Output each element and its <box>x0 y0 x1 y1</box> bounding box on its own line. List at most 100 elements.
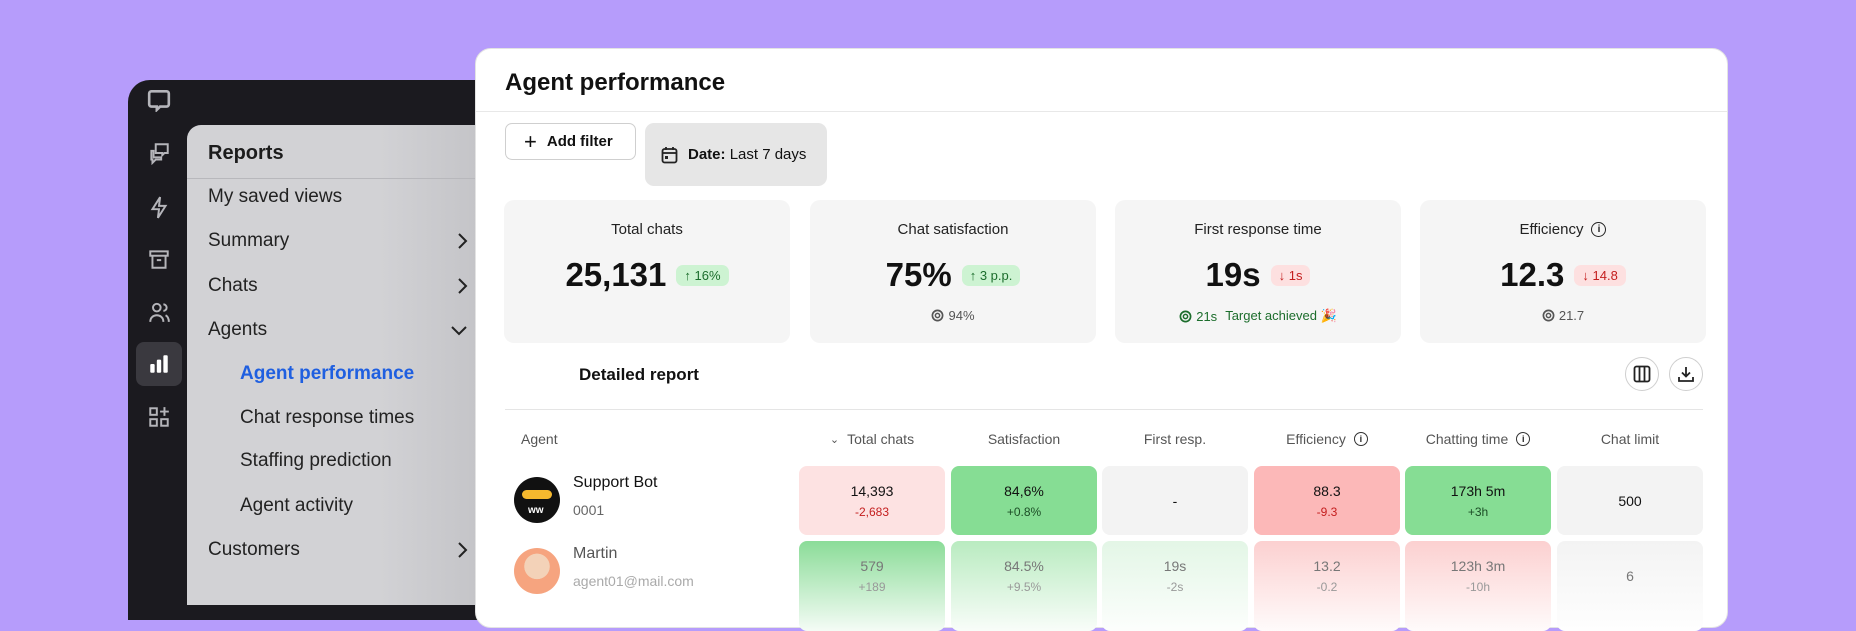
info-icon[interactable]: i <box>1516 432 1531 446</box>
table-cell: - <box>1102 466 1248 535</box>
table-cell: 84,6% +0.8% <box>951 466 1097 535</box>
metric-label: Total chats <box>611 221 683 238</box>
rail-chat-logo-button[interactable] <box>136 78 182 122</box>
metric-label: Chat satisfaction <box>897 221 1009 238</box>
rail-reports-button[interactable] <box>136 342 182 386</box>
table-cell: 84.5% +9.5% <box>951 541 1097 631</box>
table-cell: 13.2 -0.2 <box>1254 541 1400 631</box>
table-cell: 500 <box>1557 466 1703 535</box>
apps-add-icon <box>149 407 169 427</box>
divider <box>187 178 507 179</box>
sidebar-item[interactable]: Agent activity <box>240 495 468 517</box>
avatar: ww <box>514 477 560 523</box>
target-icon <box>1179 310 1192 322</box>
rail-lightning-button[interactable] <box>136 185 182 229</box>
sidebar-item[interactable]: Agent performance <box>240 363 468 385</box>
target-icon <box>932 309 944 322</box>
date-label: Date: <box>688 146 726 163</box>
sidebar-item-label: Chat response times <box>240 407 415 428</box>
metric-label: Efficiency <box>1519 221 1584 238</box>
rail-apps-add-button[interactable] <box>136 395 182 439</box>
reports-icon <box>150 355 168 373</box>
table-cell: 14,393 -2,683 <box>799 466 945 535</box>
sidebar-item[interactable]: Chat response times <box>240 407 468 429</box>
column-header[interactable]: First resp. <box>1143 431 1207 447</box>
sidebar-item-label: Agents <box>208 319 268 340</box>
plus-icon: + <box>524 128 537 154</box>
lightning-icon <box>150 196 168 219</box>
rail-chats-button[interactable] <box>136 131 182 175</box>
chevron-right-icon <box>458 542 468 558</box>
table-cell: 579 +189 <box>799 541 945 631</box>
sidebar-item-label: Chats <box>208 275 258 296</box>
metric-value: 75% <box>885 256 952 293</box>
divider <box>476 111 1727 112</box>
calendar-icon <box>661 146 678 163</box>
column-header[interactable]: Satisfaction <box>987 431 1061 447</box>
rail-people-button[interactable] <box>136 290 182 334</box>
table-cell: 173h 5m +3h <box>1405 466 1551 535</box>
info-icon[interactable]: i <box>1591 222 1607 237</box>
table-cell: 123h 3m -10h <box>1405 541 1551 631</box>
metric-target: 21s Target achieved 🎉 <box>1115 308 1401 324</box>
metric-delta-badge: ↓ 14.8 <box>1574 264 1626 286</box>
info-icon[interactable]: i <box>1353 432 1368 446</box>
sidebar-item[interactable]: My saved views <box>208 186 468 208</box>
sidebar-item-label: Staffing prediction <box>240 450 392 471</box>
agent-id: agent01@mail.com <box>573 573 694 589</box>
download-icon <box>1678 367 1694 382</box>
agent-name[interactable]: Martin <box>573 545 618 562</box>
columns-icon <box>1633 365 1651 383</box>
sidebar-item-label: Agent performance <box>240 363 415 384</box>
column-header[interactable]: Chat limit <box>1600 431 1660 447</box>
metric-label: First response time <box>1194 221 1322 238</box>
avatar <box>514 548 560 594</box>
reports-title: Reports <box>208 142 284 164</box>
table-cell: 6 <box>1557 541 1703 631</box>
agent-id: 0001 <box>573 502 605 518</box>
sidebar-item-label: Customers <box>208 539 300 560</box>
table-cell: 19s -2s <box>1102 541 1248 631</box>
reports-panel: Reports My saved views Summary Chats Agents… <box>187 125 507 605</box>
add-filter-label: Add filter <box>546 133 613 150</box>
sidebar-item[interactable]: Customers <box>208 539 468 561</box>
chevron-right-icon <box>458 233 468 249</box>
metric-card: Total chats 25,131 ↑ 16% <box>504 200 790 343</box>
metric-value: 25,131 <box>565 256 667 293</box>
sidebar-item[interactable]: Chats <box>208 275 468 297</box>
metric-card: First response time 19s ↓ 1s 21s Target ac… <box>1115 200 1401 343</box>
metric-value: 12.3 <box>1500 256 1565 293</box>
detailed-report-title: Detailed report <box>579 365 699 384</box>
archive-icon <box>149 250 169 269</box>
date-filter-chip[interactable]: Date: Last 7 days <box>645 123 827 186</box>
target-icon <box>1542 309 1555 322</box>
metric-delta-badge: ↑ 16% <box>676 264 729 286</box>
main-panel: Agent performance + Add filter Date: Las… <box>475 48 1728 631</box>
download-button[interactable] <box>1669 357 1703 391</box>
date-value: Last 7 days <box>729 146 807 163</box>
sidebar-item[interactable]: Summary <box>208 230 468 252</box>
sidebar-item-label: Summary <box>208 230 290 251</box>
divider <box>505 409 1703 410</box>
agent-name[interactable]: Support Bot <box>573 474 658 491</box>
add-filter-button[interactable]: + Add filter <box>505 123 636 160</box>
metric-value: 19s <box>1205 256 1261 293</box>
metric-card: Efficiency i 12.3 ↓ 14.8 21.7 <box>1420 200 1706 343</box>
column-header[interactable]: ⌄ Total chats <box>829 431 915 447</box>
metric-card: Chat satisfaction 75% ↑ 3 p.p. 94% <box>810 200 1096 343</box>
people-icon <box>149 302 170 322</box>
chevron-right-icon <box>458 278 468 294</box>
column-header[interactable]: Chatting time i <box>1405 431 1551 447</box>
sidebar-item[interactable]: Agents <box>208 319 468 341</box>
chevron-down-icon <box>451 326 467 336</box>
metric-delta-badge: ↓ 1s <box>1270 264 1311 286</box>
column-header[interactable]: Agent <box>521 431 558 447</box>
table-cell: 88.3 -9.3 <box>1254 466 1400 535</box>
sidebar-item-label: My saved views <box>208 186 343 207</box>
column-header[interactable]: Efficiency i <box>1254 431 1400 447</box>
metric-delta-badge: ↑ 3 p.p. <box>961 264 1021 286</box>
sidebar-item[interactable]: Staffing prediction <box>240 450 468 472</box>
metric-target: 94% <box>810 308 1096 323</box>
rail-archive-button[interactable] <box>136 237 182 281</box>
columns-button[interactable] <box>1625 357 1659 391</box>
